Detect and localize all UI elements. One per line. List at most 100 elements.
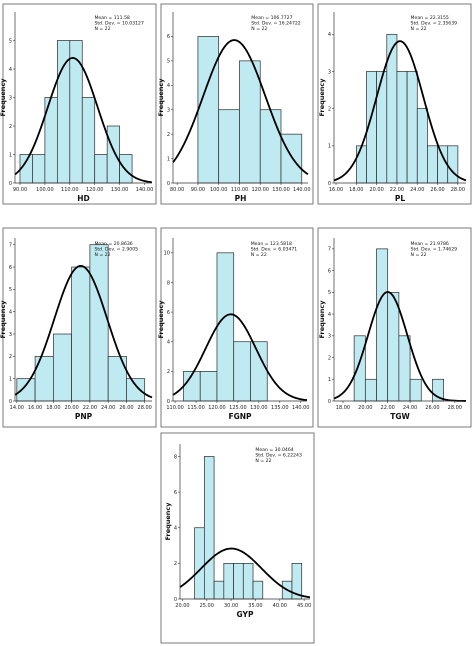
y-axis-label: Frequency [318,300,326,339]
histogram-bar [396,71,408,184]
stats-mean: Mean = 20.8636 [94,241,132,247]
y-tick-label: 3 [328,69,331,75]
x-axis-label: PNP [75,412,93,421]
stats-mean: Mean = 21.9786 [411,241,449,247]
histogram-bar [203,456,215,600]
y-tick-label: 1 [328,377,331,383]
x-tick-label: 100.00 [36,187,54,193]
x-tick-label: 25.00 [200,603,214,609]
histogram-bar [233,563,244,600]
histogram-bar [364,378,377,402]
y-axis-label: Frequency [157,300,165,339]
y-tick-label: 5 [9,38,12,44]
stats-mean: Mean = 106.7727 [251,15,292,21]
x-tick-label: 120.00 [208,405,226,411]
normal-curve [333,291,467,402]
x-tick-label: 18.00 [336,405,350,411]
y-tick-label: 4 [9,309,12,315]
y-tick-label: 1 [167,156,170,162]
histogram-bar [216,252,235,402]
x-tick-label: 24.00 [410,187,424,193]
stats-mean: Mean = 123.5818 [251,241,292,247]
y-tick-label: 8 [174,454,177,460]
histogram-bar [406,71,418,184]
x-tick-label: 130.00 [111,187,129,193]
y-tick-label: 4 [167,340,170,346]
y-tick-label: 1 [328,144,331,150]
y-axis-label: Frequency [318,78,326,117]
histogram-bar [213,580,225,600]
y-tick-label: 4 [167,83,170,89]
x-tick-label: 28.00 [451,187,465,193]
y-tick-label: 6 [174,490,177,496]
x-tick-label: 130.00 [250,405,268,411]
y-tick-label: 0 [167,399,170,405]
x-tick-label: 130.00 [272,187,290,193]
histogram-bar [81,97,96,184]
x-tick-label: 26.00 [430,187,444,193]
stats-n: N = 22 [255,458,271,464]
x-tick-label: 16.00 [329,187,343,193]
stats-mean: Mean = 111.58 [94,15,129,21]
histogram-bar [387,291,400,402]
x-tick-label: 24.00 [403,405,417,411]
histogram-bar [259,109,282,184]
stats-std-dev: Std. Dev. = 6.22243 [255,453,302,459]
x-tick-label: 22.00 [381,405,395,411]
histogram-bar [250,341,268,402]
x-tick-label: 22.00 [83,405,97,411]
x-tick-label: 28.00 [448,405,462,411]
x-tick-label: 90.00 [191,187,205,193]
x-tick-label: 18.00 [46,405,60,411]
x-tick-label: 135.00 [271,405,289,411]
normal-curve [333,40,467,182]
histogram-bar [353,335,366,402]
histogram-bar [56,40,71,184]
histogram-bar [71,266,91,402]
histogram-panel-pnp: 0 1 2 3 4 5 6 7 14.00 16.00 18.00 20.00 22.00 24.00 26… [0,227,157,428]
stats-std-dev: Std. Dev. = 10.03127 [94,21,144,27]
histogram-bar [416,108,428,184]
y-tick-label: 3 [9,332,12,338]
histogram-bar [94,154,108,184]
y-tick-label: 6 [328,268,331,274]
histogram-bar [398,335,411,402]
x-tick-label: 14.00 [10,405,24,411]
y-tick-label: 6 [167,310,170,316]
y-tick-label: 2 [167,369,170,375]
histogram-bar [16,378,36,402]
y-tick-label: 10 [164,251,170,257]
y-tick-label: 3 [328,334,331,340]
y-tick-label: 5 [167,59,170,65]
y-tick-label: 4 [328,312,331,318]
y-tick-label: 2 [9,354,12,360]
x-tick-label: 16.00 [28,405,42,411]
stats-n: N = 22 [411,252,427,258]
y-axis-label: Frequency [164,502,172,541]
y-tick-label: 5 [9,287,12,293]
stats-n: N = 22 [251,26,267,32]
y-axis-label: Frequency [157,78,165,117]
x-tick-label: 110.00 [231,187,249,193]
x-tick-label: 26.00 [119,405,133,411]
y-axis-label: Frequency [0,78,7,117]
x-tick-label: 140.00 [136,187,154,193]
y-tick-label: 0 [328,399,331,405]
x-axis-label: PH [235,194,247,203]
stats-std-dev: Std. Dev. = 2.35639 [411,21,458,27]
y-tick-label: 2 [328,106,331,112]
y-tick-label: 2 [174,561,177,567]
x-axis-label: FGNP [228,412,252,421]
histogram-bar [106,125,120,184]
y-tick-label: 0 [9,399,12,405]
x-tick-label: 30.00 [224,603,238,609]
y-tick-label: 7 [328,247,331,253]
normal-curve [172,39,309,176]
x-tick-label: 22.00 [390,187,404,193]
histogram-bar [376,248,389,402]
x-tick-label: 20.00 [369,187,383,193]
histogram-bar [199,371,218,402]
histogram-bar [355,145,367,184]
stats-mean: Mean = 30.0464 [255,447,293,453]
